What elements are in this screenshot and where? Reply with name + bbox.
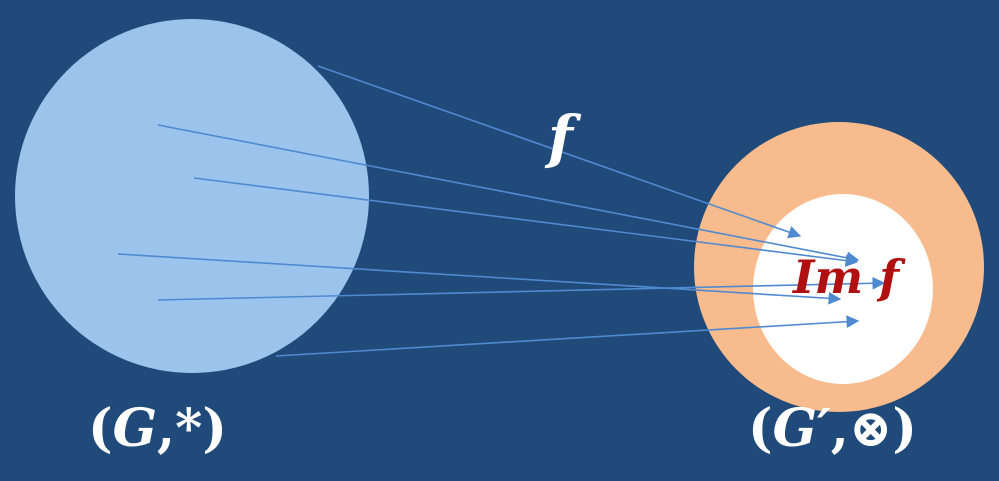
domain-close-paren: ) (202, 398, 227, 459)
mapping-arrow (157, 276, 886, 301)
domain-open-paren: ( (88, 398, 113, 459)
mapping-arrow (117, 253, 842, 305)
image-set-ellipse (753, 194, 933, 384)
codomain-operation-symbol: ⊗ (848, 398, 893, 459)
image-of-f-label: Im f (793, 250, 899, 304)
codomain-set-symbol: G′ (772, 398, 831, 459)
codomain-close-paren: ) (892, 398, 918, 459)
domain-set-circle (15, 19, 369, 373)
domain-group-label: (G,*) (88, 398, 227, 459)
codomain-open-paren: ( (748, 398, 773, 459)
mapping-arrow (317, 65, 802, 239)
mapping-arrow (157, 124, 860, 265)
mapping-arrow (193, 177, 859, 267)
domain-operation-symbol: * (175, 398, 203, 459)
domain-separator: , (157, 398, 176, 459)
mapping-arrow (275, 315, 860, 357)
domain-set-symbol: G (112, 398, 158, 459)
codomain-separator: , (830, 398, 849, 459)
codomain-group-label: (G′,⊗) (748, 398, 917, 459)
map-f-label: f (548, 103, 573, 171)
mapping-arrows (117, 65, 886, 357)
